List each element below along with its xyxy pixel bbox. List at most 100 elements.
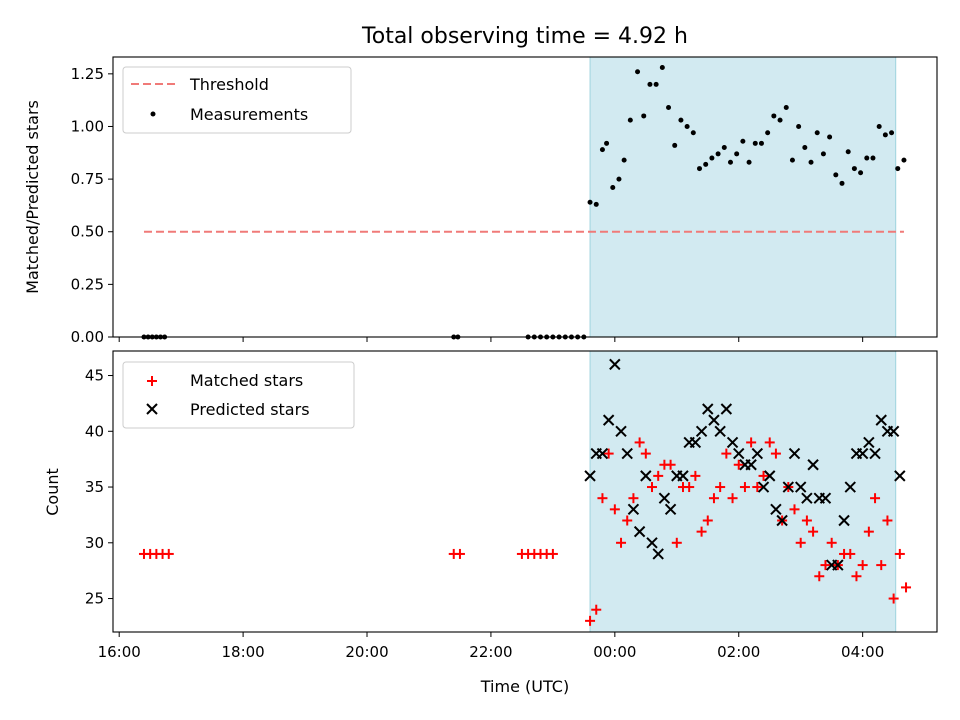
top-y-tick-label: 1.00 [71,117,104,135]
predicted-star-point [875,414,887,426]
x-stroke [627,503,640,516]
x-stroke [658,492,671,504]
measurement-point [796,123,802,129]
bottom-y-tick-label: 40 [85,422,104,440]
x-stroke [714,425,726,437]
matched-star-point [820,560,831,571]
predicted-star-point [887,425,900,437]
x-stroke [782,481,795,493]
x-stroke [602,414,615,426]
predicted-star-point [664,503,677,516]
x-stroke [708,414,720,426]
matched-star-point [684,482,695,493]
x-stroke [720,403,733,415]
measurement-point [858,170,864,176]
x-stroke [689,436,702,449]
matched-star-point [690,470,701,481]
x-stroke [733,447,745,460]
x-tick-label: 02:00 [717,643,760,661]
measurement-point [808,159,814,165]
predicted-star-point [751,447,764,460]
measurement-point [604,140,610,146]
measurement-point [833,172,839,178]
x-stroke [677,470,689,482]
x-stroke [652,548,664,560]
bottom-shaded-span [589,350,897,633]
predicted-star-point [733,447,745,460]
x-stroke [794,481,807,493]
predicted-star-point [702,403,714,415]
x-stroke [776,514,788,527]
x-axis-label: Time (UTC) [480,677,569,696]
measurement-point [627,117,633,123]
x-stroke [751,447,764,460]
top-axes-frame [112,56,938,338]
top-legend: Threshold Measurements [122,66,352,134]
predicted-star-point [863,436,875,449]
predicted-star-point [646,537,658,549]
matched-star-point [163,548,174,559]
matched-star-point [733,459,744,470]
x-stroke [646,537,658,549]
measurement-point [876,123,882,129]
measurement-point [820,151,826,157]
legend-measurements-label: Measurements [190,105,308,124]
matched-star-point [597,493,608,504]
measurement-point [882,132,888,138]
matched-star-point [622,515,633,526]
top-y-ticks: 0.00 0.25 0.50 0.75 1.00 1.25 [71,65,113,346]
predicted-star-point [770,503,782,516]
top-x-ticks [118,337,864,342]
x-stroke [621,447,633,460]
x-tick-label: 18:00 [221,643,264,661]
measurement-point [746,159,752,165]
matched-star-point [857,560,868,571]
matched-star-point [876,560,887,571]
measurement-point [703,161,709,167]
predicted-star-point [844,481,856,493]
measurement-point [814,130,820,136]
measurement-point [593,201,599,207]
matched-star-point [671,537,682,548]
matched-star-point [764,437,775,448]
measurement-point [659,65,665,71]
predicted-star-point [658,492,671,504]
top-y-axis-label: Matched/Predicted stars [23,100,42,294]
measurement-point [734,151,740,157]
matched-star-point [547,548,558,559]
predicted-star-point [714,425,726,437]
predicted-star-point [832,559,844,571]
matched-star-point [808,526,819,537]
matched-star-point [795,537,806,548]
measurement-point [610,185,616,191]
measurement-point [827,134,833,140]
x-stroke [633,525,646,538]
measurement-point [777,117,783,123]
matched-star-point [603,448,614,459]
predicted-star-point [807,459,819,471]
x-tick-label: 22:00 [469,643,512,661]
predicted-star-point [776,514,788,527]
matched-star-point [901,582,912,593]
matched-star-point [789,504,800,515]
measurement-point [684,123,690,129]
predicted-star-point [689,436,702,449]
x-stroke [702,403,714,415]
predicted-star-point [856,447,869,460]
x-tick-label: 20:00 [345,643,388,661]
matched-star-point [715,482,726,493]
bottom-y-tick-label: 25 [85,590,104,608]
predicted-star-point [869,447,881,460]
top-legend-box [122,66,352,134]
measurement-point [740,138,746,144]
matched-star-point [647,482,658,493]
x-stroke [863,436,875,449]
matched-star-point [585,615,596,626]
measurement-point [864,155,870,161]
measurement-point [647,81,653,87]
x-stroke [770,503,782,516]
x-stroke [819,492,832,504]
predicted-star-point [615,425,627,437]
bottom-y-tick-label: 30 [85,534,104,552]
bottom-y-ticks: 25 30 35 40 45 [85,367,113,608]
